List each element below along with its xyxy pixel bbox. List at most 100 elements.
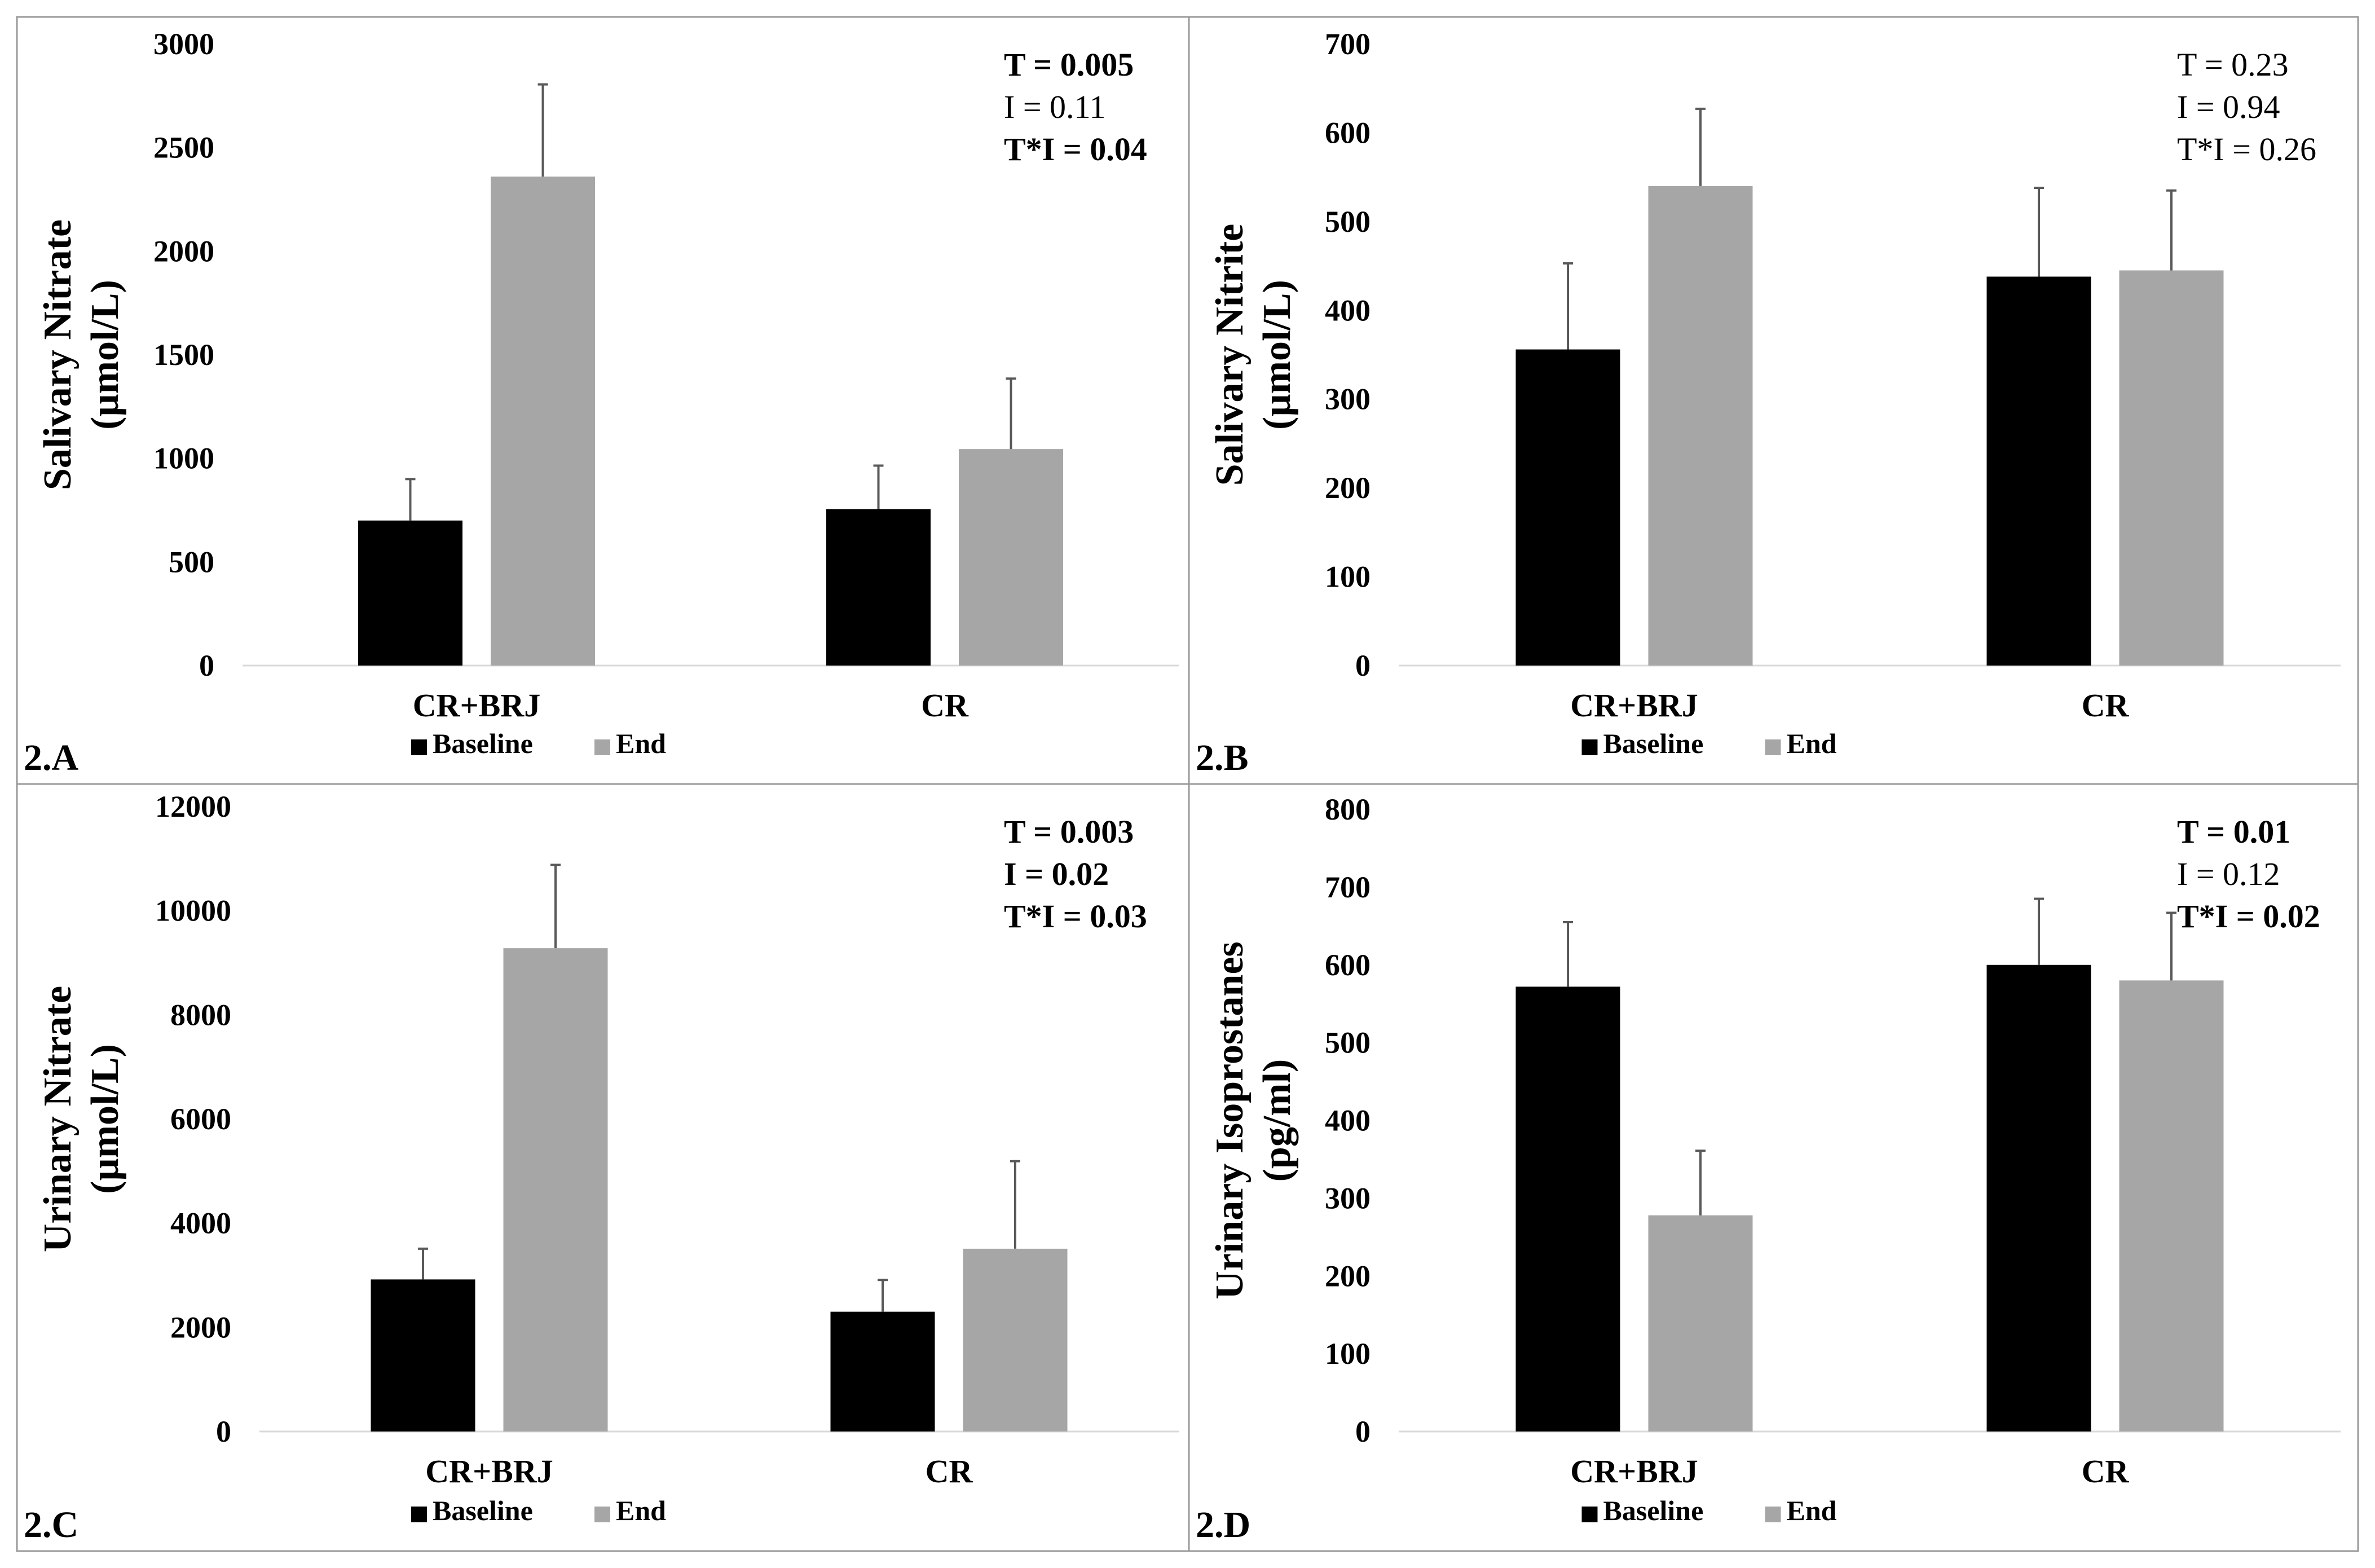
category-label: CR (2082, 687, 2130, 724)
baseline-bar-cr (826, 509, 931, 666)
y-axis-title-line: Urinary Isoprostanes (1208, 941, 1252, 1300)
chart-panel-2a: 0 500 1000 1500 2000 2500 3000 Salivary Nitrate… (16, 16, 1190, 785)
legend-swatch-baseline (411, 1507, 427, 1522)
category-label: CR (926, 1453, 973, 1490)
category-label: CR (2082, 1453, 2130, 1490)
panel-label: 2.A (24, 737, 79, 778)
end-bar-cr (959, 449, 1063, 666)
y-tick-label: 700 (1325, 870, 1371, 904)
y-axis-title-line: Salivary Nitrite (1208, 224, 1252, 486)
end-bar-cr-brj (1648, 186, 1753, 666)
y-tick-label: 0 (1355, 649, 1371, 682)
legend-swatch-baseline (411, 739, 427, 755)
legend-label-end: End (616, 728, 666, 759)
y-axis-title: Urinary Nitrate (µmol/L) (36, 986, 127, 1252)
baseline-bar-cr (1986, 276, 2091, 666)
y-tick-label: 600 (1325, 116, 1371, 149)
y-tick-label: 10000 (155, 894, 231, 928)
end-bar-cr (2119, 270, 2224, 666)
y-tick-label: 400 (1325, 293, 1371, 327)
end-bar-cr-brj (1648, 1215, 1753, 1432)
y-tick-label: 1500 (153, 338, 214, 372)
stat-annotation: T = 0.01 (2177, 813, 2290, 850)
y-axis-title: Urinary Isoprostanes (pg/ml) (1208, 941, 1299, 1300)
stat-annotation: I = 0.11 (1004, 89, 1105, 125)
y-tick-label: 6000 (170, 1102, 231, 1136)
legend-swatch-end (594, 739, 610, 755)
y-tick-label: 100 (1325, 1337, 1371, 1371)
y-axis-title-line: Salivary Nitrate (36, 219, 80, 490)
y-tick-label: 100 (1325, 560, 1371, 594)
baseline-bar-cr (830, 1311, 935, 1432)
legend-label-end: End (616, 1495, 666, 1526)
y-tick-label: 800 (1325, 792, 1371, 826)
y-tick-label: 4000 (170, 1206, 231, 1240)
end-bar-cr (963, 1248, 1068, 1432)
panel-border (1188, 783, 2359, 1552)
stat-annotation: T = 0.005 (1004, 46, 1134, 83)
y-axis-title-line: Urinary Nitrate (36, 986, 80, 1252)
legend-swatch-baseline (1581, 1507, 1598, 1522)
category-label: CR+BRJ (1570, 687, 1698, 724)
y-axis-title-line: (µmol/L) (1255, 280, 1299, 430)
category-label: CR+BRJ (413, 687, 540, 724)
baseline-bar-cr-brj (1515, 986, 1620, 1432)
y-tick-label: 2500 (153, 131, 214, 165)
y-tick-label: 700 (1325, 27, 1371, 61)
y-axis-title-line: (µmol/L) (83, 1044, 127, 1194)
baseline-bar-cr (1986, 964, 2091, 1432)
category-label: CR+BRJ (425, 1453, 553, 1490)
legend-swatch-end (594, 1507, 610, 1522)
y-tick-label: 500 (1325, 205, 1371, 239)
y-tick-label: 600 (1325, 948, 1371, 982)
chart-panel-2b: 0 100 200 300 400 500 600 700 Salivary Nitrite (µ… (1188, 16, 2359, 785)
y-tick-label: 12000 (155, 790, 231, 823)
legend-label-baseline: Baseline (433, 1495, 533, 1526)
y-axis-title: Salivary Nitrate (µmol/L) (36, 219, 127, 490)
chart-panel-2d: 0 100 200 300 400 500 600 700 800 Urinary Isopros… (1188, 783, 2359, 1552)
category-label: CR+BRJ (1570, 1453, 1698, 1490)
baseline-bar-cr-brj (371, 1279, 475, 1432)
legend-label-baseline: Baseline (1603, 728, 1704, 759)
legend-label-baseline: Baseline (433, 728, 533, 759)
y-tick-label: 8000 (170, 998, 231, 1032)
stat-annotation: I = 0.94 (2177, 89, 2280, 125)
stat-annotation: I = 0.02 (1004, 856, 1109, 892)
legend-label-baseline: Baseline (1603, 1495, 1704, 1526)
panel-label: 2.C (24, 1504, 78, 1545)
stat-annotation: T*I = 0.04 (1004, 131, 1147, 168)
y-tick-label: 200 (1325, 1259, 1371, 1293)
y-tick-label: 300 (1325, 1181, 1371, 1215)
legend-swatch-end (1765, 739, 1781, 755)
stat-annotation: T*I = 0.02 (2177, 898, 2320, 935)
stat-annotation: T*I = 0.26 (2177, 131, 2316, 168)
legend-label-end: End (1787, 1495, 1837, 1526)
y-tick-label: 300 (1325, 382, 1371, 416)
y-tick-label: 500 (1325, 1026, 1371, 1060)
baseline-bar-cr-brj (358, 520, 462, 666)
y-tick-label: 1000 (153, 442, 214, 475)
panel-label: 2.D (1196, 1504, 1250, 1545)
category-label: CR (921, 687, 969, 724)
y-tick-label: 2000 (153, 234, 214, 268)
chart-panel-2c: 0 2000 4000 6000 8000 10000 12000 Urinary Nitra… (16, 783, 1190, 1552)
legend-swatch-baseline (1581, 739, 1598, 755)
y-axis-title-line: (pg/ml) (1255, 1059, 1299, 1182)
end-bar-cr (2119, 980, 2224, 1432)
y-tick-label: 2000 (170, 1310, 231, 1344)
y-axis-title: Salivary Nitrite (µmol/L) (1208, 224, 1299, 486)
y-tick-label: 3000 (153, 27, 214, 61)
stat-annotation: T = 0.23 (2177, 46, 2289, 83)
stat-annotation: T*I = 0.03 (1004, 898, 1147, 935)
stat-annotation: T = 0.003 (1004, 813, 1134, 850)
y-tick-label: 0 (1355, 1415, 1371, 1448)
end-bar-cr-brj (503, 948, 608, 1432)
stat-annotation: I = 0.12 (2177, 856, 2280, 892)
legend-label-end: End (1787, 728, 1837, 759)
y-axis-title-line: (µmol/L) (83, 280, 127, 430)
panel-label: 2.B (1196, 737, 1249, 778)
legend-swatch-end (1765, 1507, 1781, 1522)
y-tick-label: 200 (1325, 471, 1371, 505)
baseline-bar-cr-brj (1515, 349, 1620, 666)
